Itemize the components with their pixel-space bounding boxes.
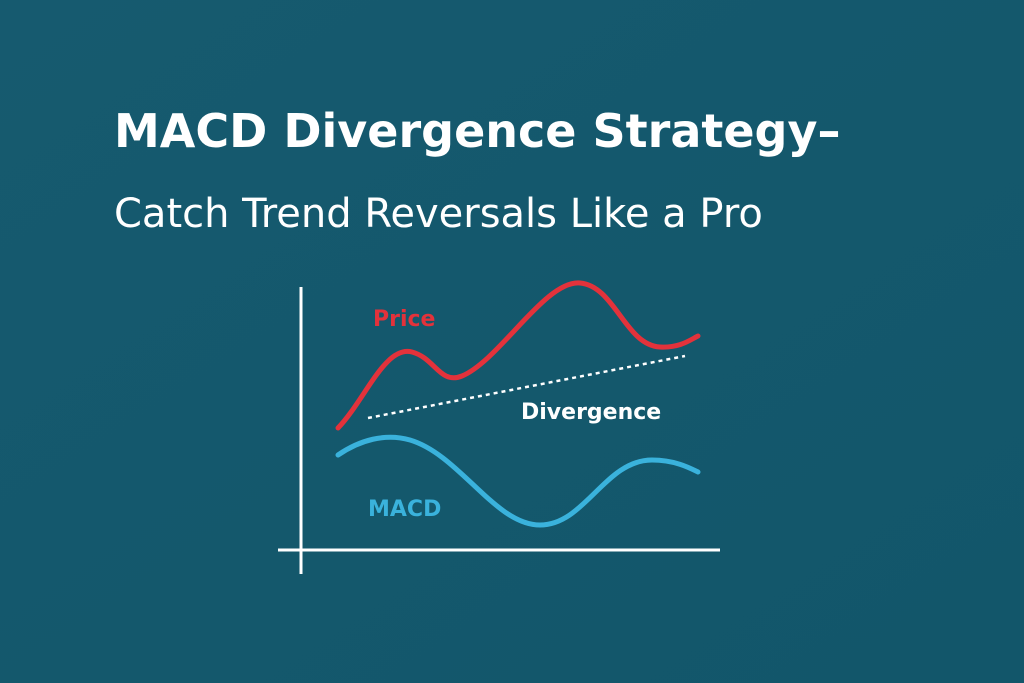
title-line-1: MACD Divergence Strategy– [114, 104, 840, 158]
price-label: Price [373, 307, 435, 332]
title-line-2: Catch Trend Reversals Like a Pro [114, 191, 763, 237]
divergence-label: Divergence [521, 400, 661, 425]
macd-curve [335, 434, 701, 528]
price-curve [335, 280, 701, 431]
divergence-line [367, 354, 686, 420]
illustration: Price Divergence MACD [278, 280, 720, 574]
macd-label: MACD [368, 497, 441, 522]
